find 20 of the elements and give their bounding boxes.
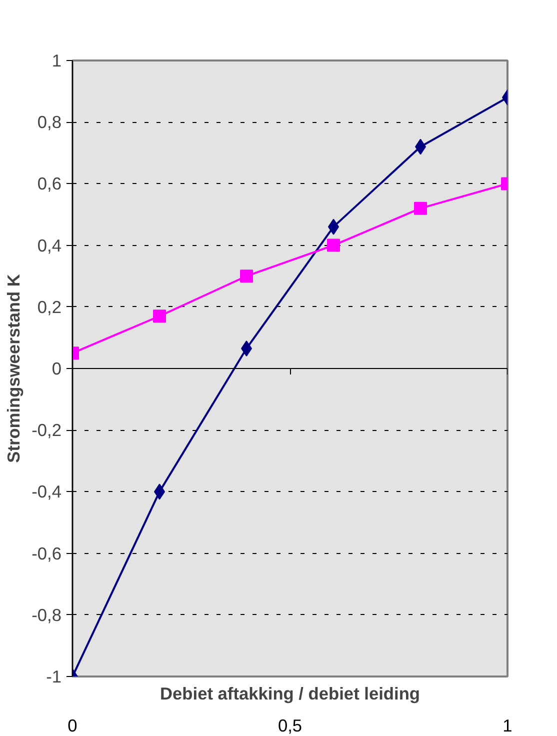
x-tick-label: 0,5 [278, 716, 302, 736]
x-tick-label: 0 [68, 716, 78, 736]
point [327, 238, 340, 252]
x-tick-label: 1 [502, 716, 512, 736]
y-tick-label: -0,6 [32, 543, 62, 564]
y-tick-label: 0,4 [37, 235, 62, 256]
point [240, 270, 253, 283]
point [153, 310, 166, 323]
y-tick-label: -0,8 [32, 604, 62, 625]
y-tick-label: 1 [52, 50, 62, 70]
y-tick-label: -0,4 [32, 482, 62, 502]
x-axis-title: Debiet aftakking / debiet leiding [160, 684, 420, 704]
y-tick-label: 0,8 [37, 112, 62, 132]
y-tick-label: 0 [52, 358, 62, 378]
y-axis-title: Stromingsweerstand K [4, 274, 24, 463]
y-tick-label: 0,2 [37, 296, 62, 317]
y-tick-label: 0,6 [37, 174, 62, 194]
point [414, 202, 427, 215]
y-tick-label: -0,2 [32, 420, 62, 440]
y-tick-label: -1 [46, 666, 62, 686]
